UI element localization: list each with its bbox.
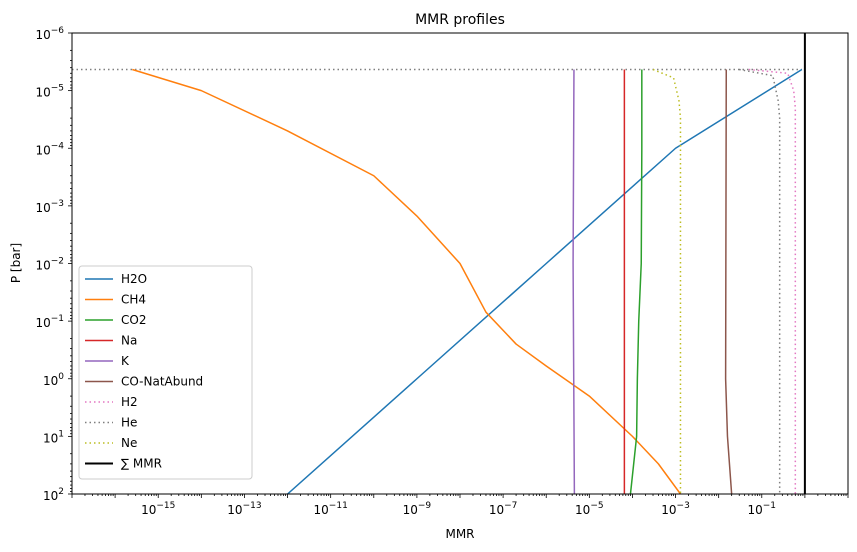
- y-tick-label: 10−5: [35, 84, 64, 100]
- x-tick-label: 10−7: [489, 501, 518, 517]
- x-tick-label: 10−3: [661, 501, 690, 517]
- x-tick-label: 10−1: [747, 501, 776, 517]
- legend-label: K: [121, 354, 130, 368]
- y-tick-label: 100: [43, 372, 64, 388]
- legend-label: Ne: [121, 436, 137, 450]
- y-tick-label: 10−3: [35, 199, 64, 215]
- y-tick-label: 102: [43, 487, 64, 503]
- ticks-layer: 10−15 10−13 10−11 10−9 10−7 10−5 10−3 10−1 10−6 1…: [35, 26, 849, 517]
- legend-label: Na: [121, 334, 137, 348]
- series-line-k: [572, 69, 576, 494]
- y-tick-label: 101: [43, 429, 64, 445]
- x-tick-label: 10−11: [314, 501, 348, 517]
- y-tick-label: 10−1: [35, 314, 64, 330]
- y-tick-label: 10−6: [35, 26, 64, 42]
- legend: H2O CH4 CO2 Na K CO-NatAbund H2 He Ne ∑ MMR: [78, 265, 253, 480]
- series-line-co2: [629, 69, 643, 494]
- legend-label: ∑ MMR: [121, 457, 162, 471]
- legend-label: CO-NatAbund: [121, 375, 203, 389]
- series-layer: [72, 33, 806, 494]
- x-tick-label: 10−13: [227, 501, 261, 517]
- series-line-ne: [652, 68, 682, 494]
- legend-label: H2O: [121, 272, 147, 286]
- legend-box: [78, 265, 253, 480]
- y-tick-label: 10−4: [35, 141, 64, 157]
- chart-title: MMR profiles: [415, 12, 505, 28]
- legend-label: CO2: [121, 313, 146, 327]
- y-tick-label: 10−2: [35, 257, 64, 273]
- x-tick-label: 10−15: [141, 501, 175, 517]
- x-tick-label: 10−9: [403, 501, 432, 517]
- y-axis-label: P [bar]: [9, 243, 23, 283]
- series-line-h2o: [287, 68, 803, 494]
- series-line-he: [739, 68, 781, 494]
- legend-label: H2: [121, 395, 138, 409]
- legend-label: He: [121, 416, 137, 430]
- series-line-ch4: [132, 68, 682, 494]
- legend-label: CH4: [121, 293, 146, 307]
- x-axis-label: MMR: [445, 527, 474, 541]
- x-tick-label: 10−5: [575, 501, 604, 517]
- series-line-h2: [748, 68, 797, 494]
- series-line-co-natabund: [724, 69, 733, 494]
